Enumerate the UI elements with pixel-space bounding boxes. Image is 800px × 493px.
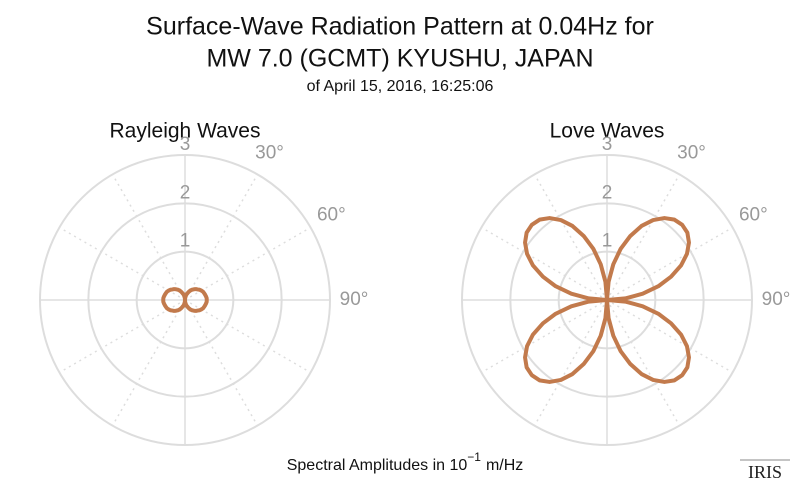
angle-grid-line [111,299,186,426]
angle-tick-label: 30° [677,143,706,164]
angle-grid-line [184,174,259,301]
footer-exponent: −1 [467,450,481,464]
angle-tick-label: 60° [317,205,346,226]
plot-title: Love Waves [550,120,665,143]
subtitle: of April 15, 2016, 16:25:06 [307,78,494,95]
angle-grid-line [606,174,681,301]
title-line: MW 7.0 (GCMT) KYUSHU, JAPAN [206,45,593,73]
angle-tick-label: 60° [739,205,768,226]
angle-grid-line [606,299,681,426]
radius-tick-label: 1 [180,231,191,252]
angle-tick-label: 90° [762,289,791,310]
title-line: Surface-Wave Radiation Pattern at 0.04Hz… [146,13,654,41]
angle-grid-line [481,226,608,301]
radiation-pattern [161,287,209,313]
radiation-pattern [523,216,691,384]
angle-grid-line [59,226,186,301]
plot-title: Rayleigh Waves [110,120,261,143]
angle-grid-line [606,226,733,301]
radius-tick-label: 2 [180,182,191,203]
angle-grid-line [184,226,311,301]
angle-tick-label: 30° [255,143,284,164]
radius-tick-label: 1 [602,231,613,252]
angle-grid-line [533,299,608,426]
radius-tick-label: 2 [602,182,613,203]
angle-tick-label: 90° [340,289,369,310]
angle-grid-line [184,299,259,426]
footer: Spectral Amplitudes in 10−1 m/Hz [287,450,524,474]
angle-grid-line [111,174,186,301]
radius-tick-label: 3 [180,134,191,155]
radius-grid-ring [39,154,331,446]
radius-tick-label: 3 [602,134,613,155]
angle-grid-line [606,299,733,374]
angle-grid-line [481,299,608,374]
angle-grid-line [59,299,186,374]
radius-grid-ring [135,250,235,350]
footer-unit: m/Hz [486,457,523,474]
logo: IRIS [748,462,782,482]
radius-grid-ring [557,250,657,350]
radius-grid-ring [509,202,705,398]
footer-text: Spectral Amplitudes in 10 [287,457,468,474]
angle-grid-line [533,174,608,301]
radius-grid-ring [87,202,283,398]
radius-grid-ring [461,154,753,446]
angle-grid-line [184,299,311,374]
